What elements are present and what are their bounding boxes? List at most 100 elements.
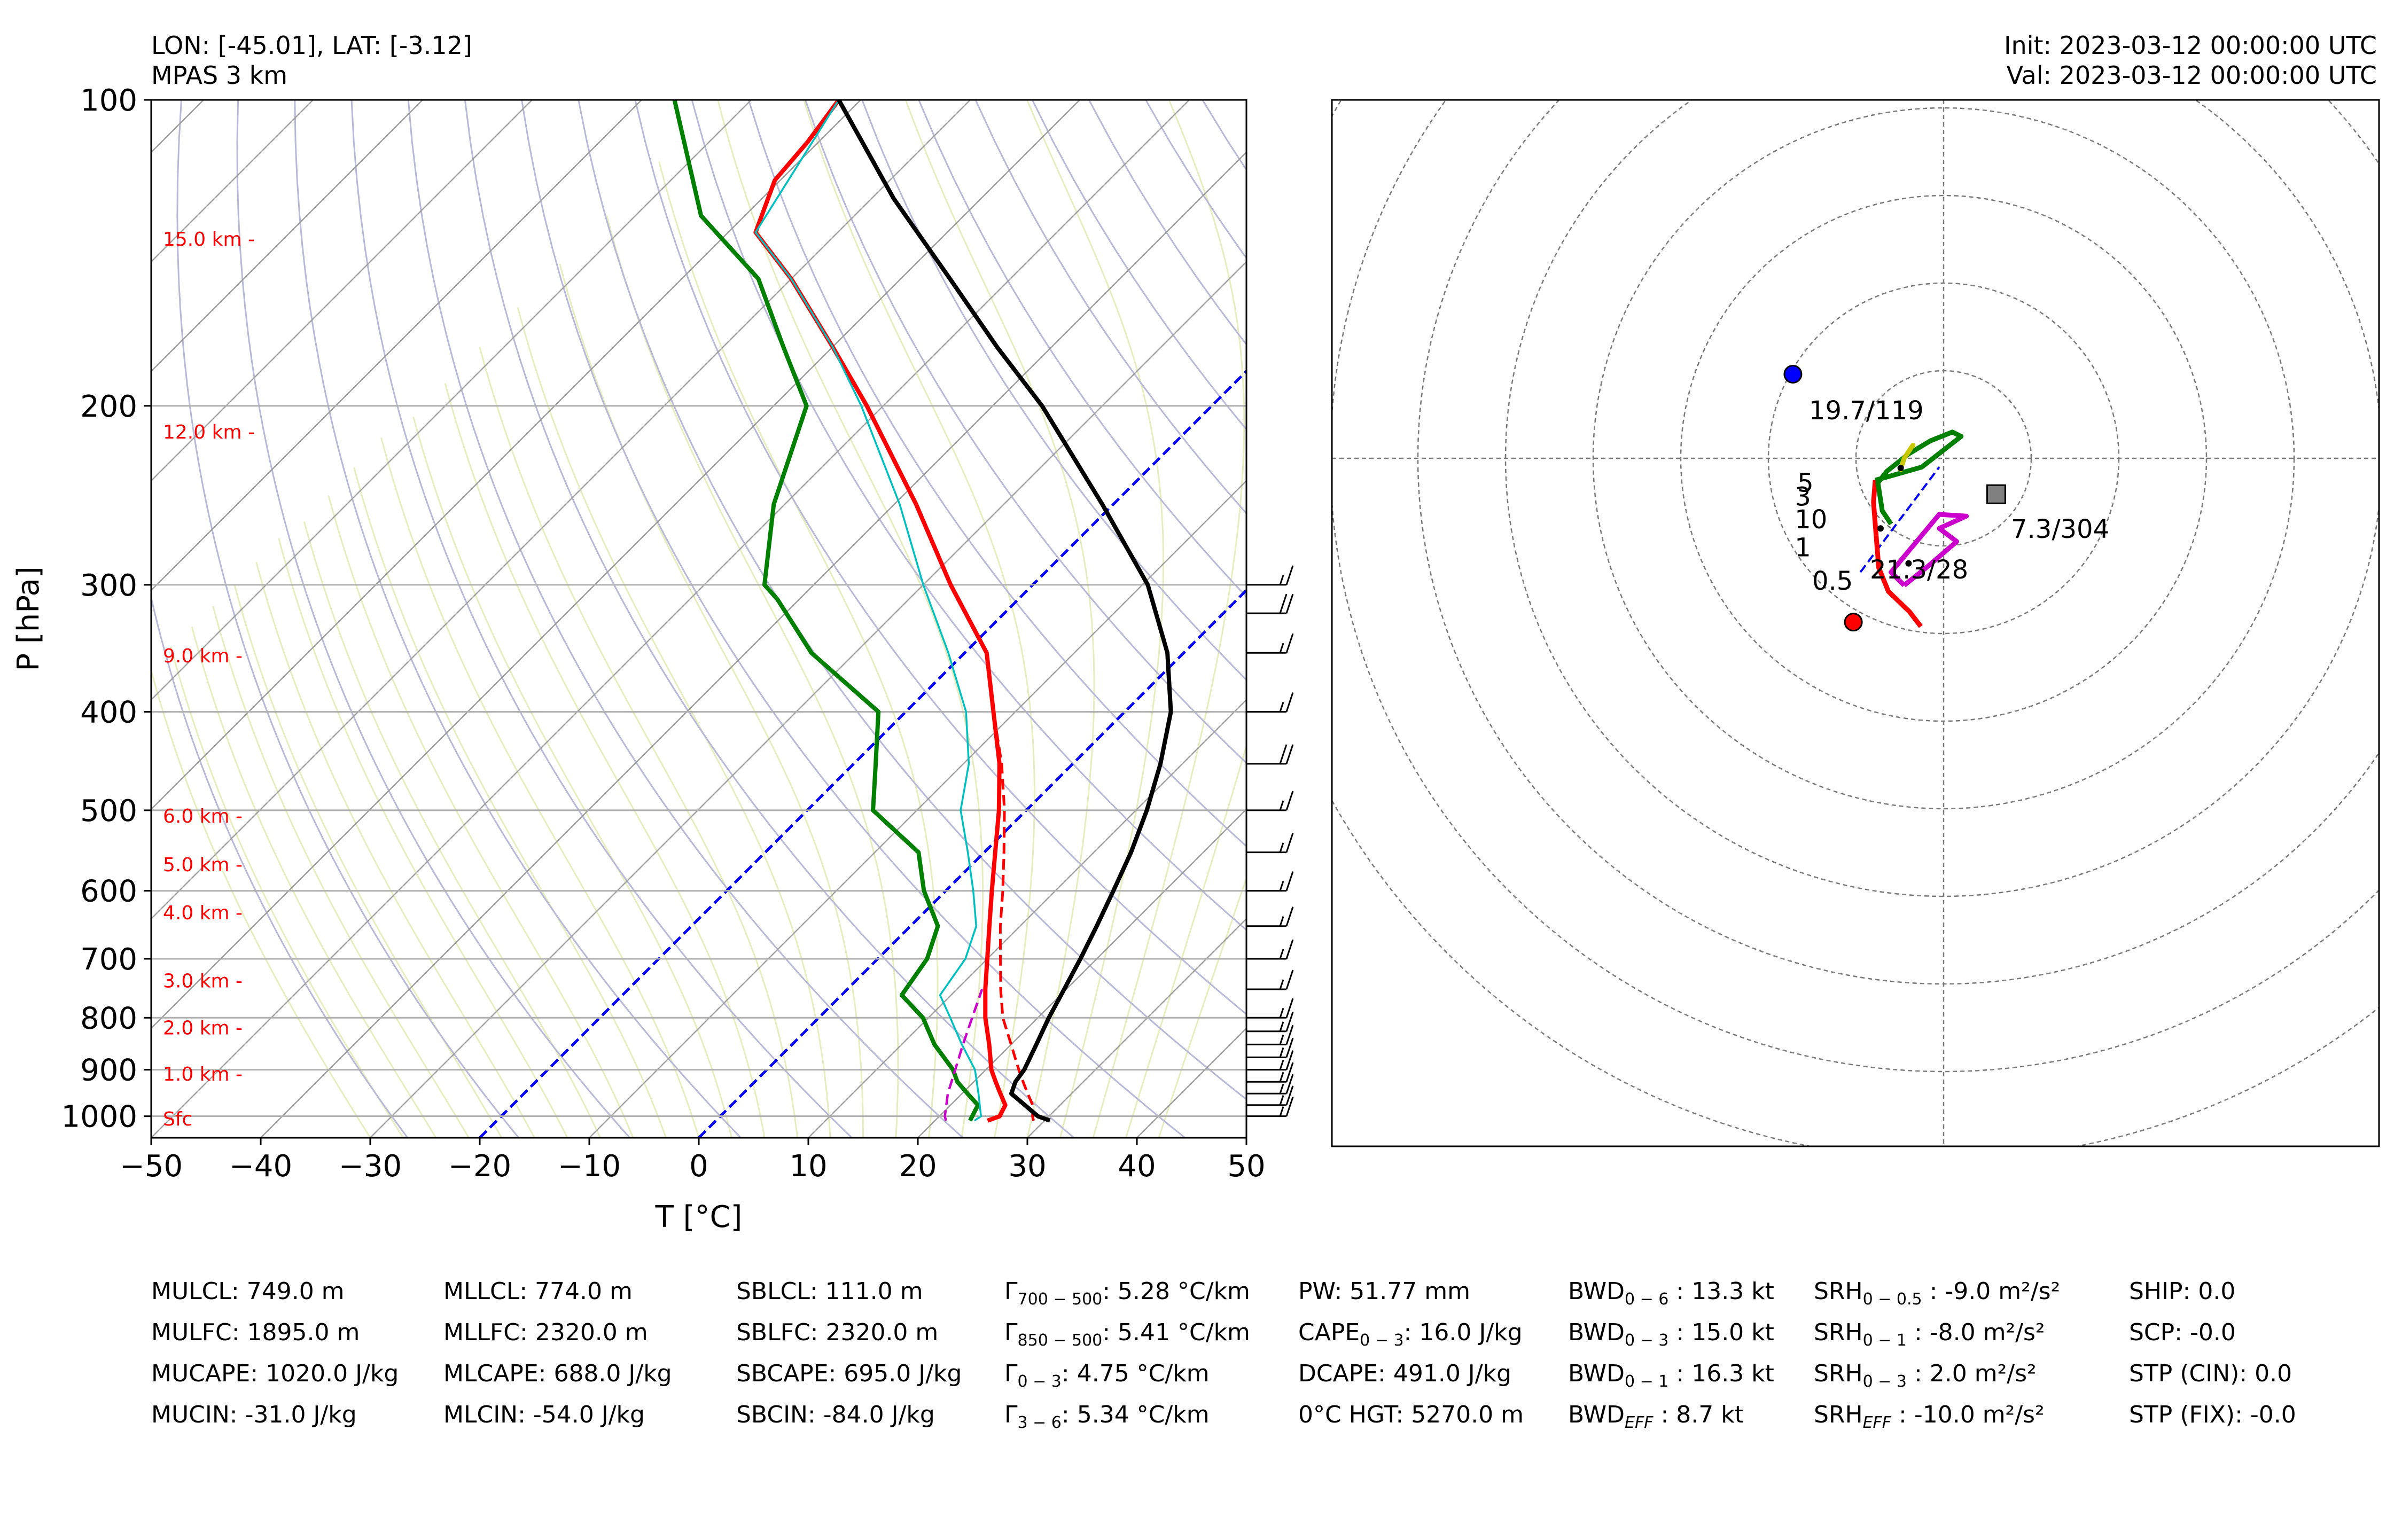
temperature-tick-label: −50 [120,1149,183,1184]
pressure-tick-label: 300 [80,568,137,603]
index-col3-row1: SBLFC: 2320.0 m [736,1319,939,1346]
index-col4-row1: Γ850 − 500: 5.41 °C/km [1004,1319,1250,1350]
dry-adiabat [236,100,630,1138]
hodograph-segment [1871,480,1879,536]
index-subscript: 0 − 3 [1360,1331,1404,1350]
moist-adiabat [255,562,535,1138]
wind-barb [1246,692,1294,713]
wind-barb-full-flag [1285,1025,1294,1045]
wind-barbs [1246,565,1294,1117]
dewpoint-line [672,100,980,1122]
wind-barb-full-flag [1285,744,1294,764]
index-value: : 491.0 J/kg [1378,1360,1512,1387]
index-value: : 15.0 kt [1668,1319,1774,1346]
index-symbol: DCAPE [1298,1360,1378,1387]
wind-barb [1246,939,1294,960]
dry-adiabat [521,100,1186,1138]
dry-adiabat [747,100,1246,848]
pressure-tick-label: 800 [80,1001,137,1036]
index-symbol: BWD [1568,1401,1625,1428]
hodograph-level-dot [1897,465,1904,472]
wind-barb-half-flag [1279,643,1284,653]
storm-motion-line [1859,466,1940,573]
hodograph-level-dot [1905,560,1912,567]
motion-vector-label: 19.7/119 [1809,396,1924,426]
wind-barb-full-flag [1279,593,1288,614]
index-subscript: EFF [1862,1413,1892,1432]
moist-adiabat [717,100,984,1138]
index-symbol: CAPE [1298,1319,1360,1346]
hodograph-ring [1592,107,2295,810]
wind-barb-half-flag [1279,979,1284,990]
temperature-tick-label: 20 [899,1149,937,1184]
wind-barb-half-flag [1279,1072,1284,1082]
hodograph-ring [1504,100,2379,897]
x-axis-label: T [°C] [655,1200,743,1234]
wind-barb-full-flag [1285,1074,1294,1094]
dry-adiabat [151,594,409,1138]
right-mover-marker [1844,613,1863,632]
wind-barb [1246,906,1294,927]
index-symbol: BWD [1568,1278,1625,1305]
index-col5-row2: DCAPE: 491.0 J/kg [1298,1360,1511,1387]
moist-adiabat [1158,875,1246,1138]
wind-barb-full-flag [1285,1062,1294,1082]
wind-barb [1246,565,1294,586]
hodograph-ring [1332,100,2379,1072]
index-symbol: BWD [1568,1360,1625,1387]
wind-barb-half-flag [1279,1060,1284,1070]
wind-barb-full-flag [1285,998,1294,1018]
hodograph-plot: 0.51 35 10 19.7/119 21.3/28 7.3/304 [1332,100,2379,1146]
index-col8-row2: STP (CIN): 0.0 [2129,1360,2292,1387]
wind-barb [1246,1074,1294,1095]
index-col7-row1: SRH0 − 1 : -8.0 m²/s² [1814,1319,2045,1350]
moist-adiabat [904,100,1095,1138]
wind-barb [1246,1025,1294,1045]
index-col6-row1: BWD0 − 3 : 15.0 kt [1568,1319,1774,1350]
isotherm [917,808,1246,1138]
index-col3-row3: SBCIN: -84.0 J/kg [736,1401,935,1428]
wind-barb-full-flag [1285,939,1294,959]
dry-adiabat [918,100,1246,598]
moist-adiabat [1125,743,1246,1138]
wind-barb [1246,1097,1294,1117]
dry-adiabat [634,100,1246,1015]
dry-adiabat [1031,100,1246,431]
wind-barb [1246,593,1294,614]
moist-adiabat [327,495,634,1138]
index-subscript: 700 − 500 [1017,1290,1103,1309]
temperature-tick-label: −30 [339,1149,402,1184]
motion-vector-label: 7.3/304 [2011,514,2109,544]
isotherm [151,100,1080,1029]
index-col5-row0: PW: 51.77 mm [1298,1278,1470,1305]
skewt-reference-lines [151,100,1246,1138]
wind-barb [1246,833,1294,854]
pressure-tick-label: 500 [80,794,137,828]
index-col8-row0: SHIP: 0.0 [2129,1278,2236,1305]
dry-adiabat [691,100,1246,931]
dry-adiabat [350,100,853,1138]
wind-barb-half-flag [1279,800,1284,811]
wind-barb-half-flag [1279,1007,1284,1018]
highlighted-isotherm [698,588,1246,1138]
wind-barb [1246,1050,1294,1071]
virtual-temperature-line [992,712,1035,1121]
index-value: : -9.0 m²/s² [1922,1278,2061,1305]
index-value: : 5.28 °C/km [1102,1278,1250,1305]
height-label: 2.0 km - [163,1018,243,1039]
wind-barb-half-flag [1279,1106,1284,1117]
index-value: : 51.77 mm [1334,1278,1470,1305]
wind-barb-full-flag [1285,633,1294,653]
dry-adiabat [861,100,1246,681]
moist-adiabat [380,437,700,1138]
pressure-tick-label: 700 [80,942,137,977]
pressure-tick-label: 1000 [61,1100,137,1135]
index-col6-row2: BWD0 − 1 : 16.3 kt [1568,1360,1774,1391]
index-value: : 16.0 J/kg [1403,1319,1523,1346]
index-col6-row0: BWD0 − 6 : 13.3 kt [1568,1278,1774,1309]
index-symbol: PW [1298,1278,1335,1305]
isotherm [151,100,1190,1138]
index-subscript: 850 − 500 [1017,1331,1103,1350]
